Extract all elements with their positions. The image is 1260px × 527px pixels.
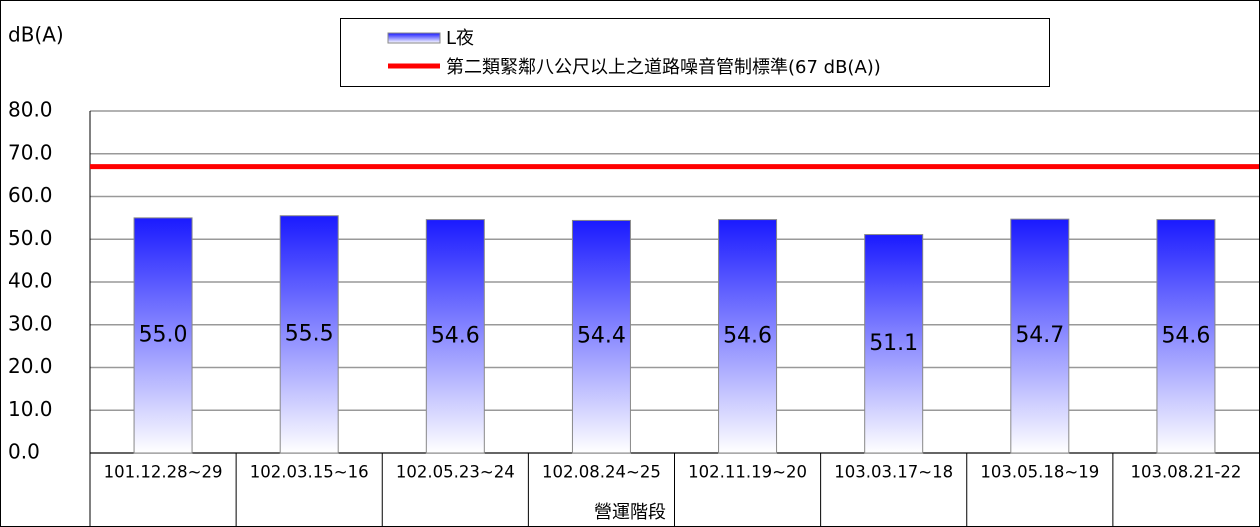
- y-tick-label: 50.0: [8, 226, 53, 250]
- bar: [279, 215, 339, 454]
- data-label: 55.0: [139, 322, 188, 347]
- bar: [1010, 218, 1070, 454]
- data-label: 51.1: [869, 331, 918, 356]
- data-label: 55.5: [285, 321, 334, 346]
- bar: [133, 217, 193, 454]
- x-axis-label: 營運階段: [594, 502, 666, 523]
- y-tick-label: 30.0: [8, 311, 53, 335]
- x-tick-label: 103.05.18~19: [980, 463, 1099, 482]
- legend-label: 第二類緊鄰八公尺以上之道路噪音管制標準(67 dB(A)): [446, 57, 881, 78]
- bar: [425, 219, 485, 454]
- x-tick-label: 103.03.17~18: [834, 463, 953, 482]
- data-label: 54.6: [431, 323, 480, 348]
- data-label: 54.6: [1161, 323, 1210, 348]
- x-tick-label: 103.08.21-22: [1130, 463, 1241, 482]
- bar: [1156, 219, 1216, 454]
- bar: [718, 219, 778, 454]
- x-tick-label: 101.12.28~29: [104, 463, 223, 482]
- x-tick-label: 102.08.24~25: [542, 463, 661, 482]
- data-label: 54.4: [577, 324, 626, 349]
- legend: [340, 18, 1050, 87]
- y-tick-label: 40.0: [8, 269, 53, 293]
- y-axis-label: dB(A): [8, 23, 64, 47]
- legend-swatch: [387, 32, 441, 44]
- x-tick-label: 102.05.23~24: [396, 463, 515, 482]
- data-label: 54.6: [723, 323, 772, 348]
- y-tick-label: 70.0: [8, 140, 53, 164]
- y-tick-label: 0.0: [8, 440, 40, 464]
- y-tick-label: 20.0: [8, 354, 53, 378]
- x-tick-label: 102.11.19~20: [688, 463, 807, 482]
- y-tick-label: 10.0: [8, 397, 53, 421]
- legend-label: L夜: [446, 28, 474, 49]
- bar: [571, 219, 631, 454]
- data-label: 54.7: [1015, 323, 1064, 348]
- y-tick-label: 60.0: [8, 183, 53, 207]
- y-tick-label: 80.0: [8, 98, 53, 122]
- x-tick-label: 102.03.15~16: [250, 463, 369, 482]
- bar: [864, 234, 924, 454]
